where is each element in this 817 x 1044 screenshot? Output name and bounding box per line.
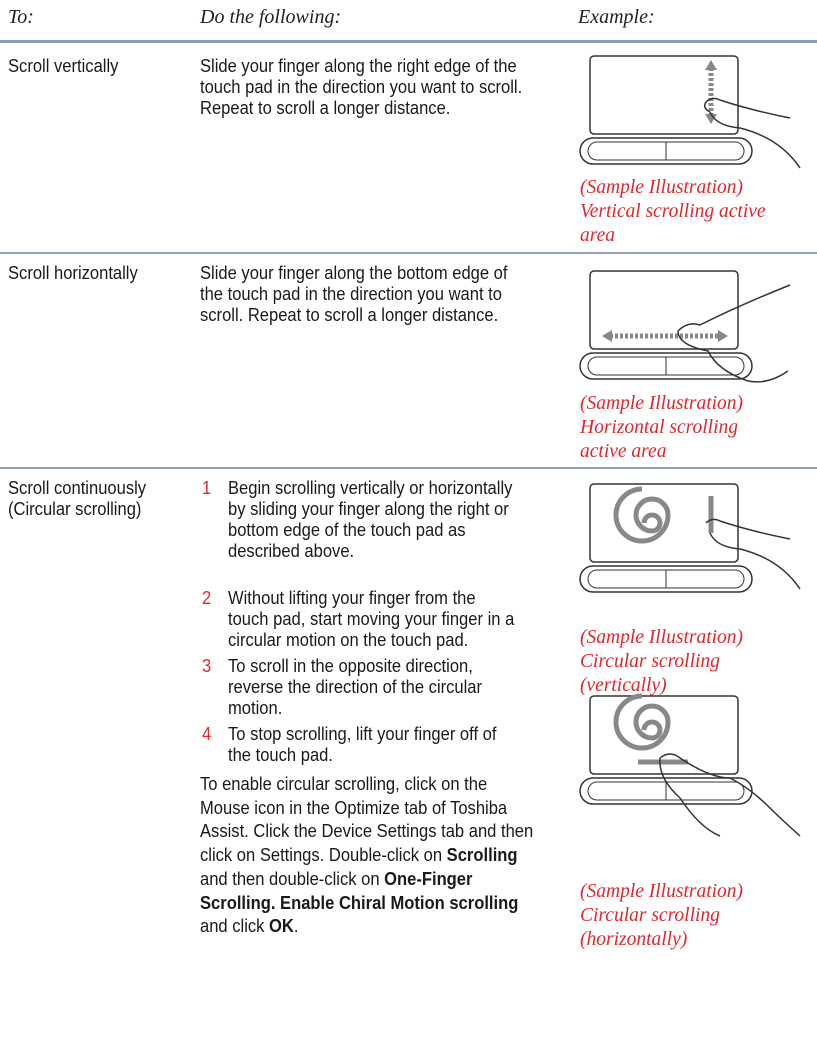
description-line: scroll. Repeat to scroll a longer distan… [200,305,499,325]
step-line: the touch pad. [228,745,333,765]
row-rule [0,467,817,469]
step-line: reverse the direction of the circular [228,677,483,697]
note-line: Assist. Click the Device Settings tab an… [200,820,533,843]
step-line: described above. [228,541,355,561]
note-line: Scrolling. Enable Chiral Motion scrollin… [200,892,518,915]
note-line: To enable circular scrolling, click on t… [200,773,487,796]
circular-horizontal-illustration [579,693,801,837]
illustration-caption: (Sample Illustration) [580,393,744,414]
step-number: 1 [202,478,212,498]
step-line: bottom edge of the touch pad as [228,520,466,540]
text-run: Mouse icon in the Optimize tab of Toshib… [200,797,508,818]
description-line: touch pad in the direction you want to s… [200,77,523,97]
action-text: (Circular scrolling) [8,499,142,519]
step-line: Without lifting your finger from the [228,588,476,608]
action-text: Scroll continuously [8,478,147,498]
step-line: Begin scrolling vertically or horizontal… [228,478,513,498]
bold-text: Scrolling [446,845,518,866]
description-line: the touch pad in the direction you want … [200,284,502,304]
header-cell: Do the following: [200,6,342,28]
step-line: by sliding your finger along the right o… [228,499,509,519]
illustration-caption: Vertical scrolling active [580,201,766,222]
note-line: Mouse icon in the Optimize tab of Toshib… [200,797,507,820]
step-line: circular motion on the touch pad. [228,630,469,650]
illustration-caption: active area [580,441,667,462]
note-line: and click OK. [200,915,298,938]
bold-text: One-Finger [384,868,473,889]
illustration-caption: (horizontally) [580,929,688,950]
text-run: and click [200,916,270,937]
vertical-scroll-illustration [579,55,801,169]
bold-text: Scrolling. Enable Chiral Motion scrollin… [200,892,519,913]
illustration-caption: Circular scrolling [580,905,720,926]
step-number: 2 [202,588,212,608]
step-number: 4 [202,724,212,744]
step-line: touch pad, start moving your finger in a [228,609,515,629]
illustration-caption: (vertically) [580,675,667,696]
bold-text: OK [269,916,294,937]
action-text: Scroll vertically [8,56,119,76]
circular-vertical-illustration [579,483,801,593]
illustration-caption: (Sample Illustration) [580,177,744,198]
step-number: 3 [202,656,212,676]
step-line: motion. [228,698,283,718]
text-run: and then double-click on [200,868,385,889]
note-line: and then double-click on One-Finger [200,868,472,891]
illustration-caption: area [580,225,616,246]
illustration-caption: Horizontal scrolling [580,417,738,438]
step-line: To scroll in the opposite direction, [228,656,473,676]
header-cell: Example: [578,6,655,28]
note-line: click on Settings. Double-click on Scrol… [200,844,518,867]
illustration-caption: Circular scrolling [580,651,720,672]
row-rule [0,252,817,254]
illustration-caption: (Sample Illustration) [580,881,744,902]
text-run: To enable circular scrolling, click on t… [200,774,488,794]
description-line: Slide your finger along the bottom edge … [200,263,508,283]
horizontal-scroll-illustration [579,270,791,383]
description-line: Slide your finger along the right edge o… [200,56,517,76]
header-cell: To: [8,6,34,28]
step-line: To stop scrolling, lift your finger off … [228,724,497,744]
text-run: . [293,916,299,937]
illustration-caption: (Sample Illustration) [580,627,744,648]
text-run: click on Settings. Double-click on [200,845,447,866]
description-line: Repeat to scroll a longer distance. [200,98,451,118]
header-rule [0,40,817,43]
action-text: Scroll horizontally [8,263,138,283]
text-run: Assist. Click the Device Settings tab an… [200,821,534,842]
